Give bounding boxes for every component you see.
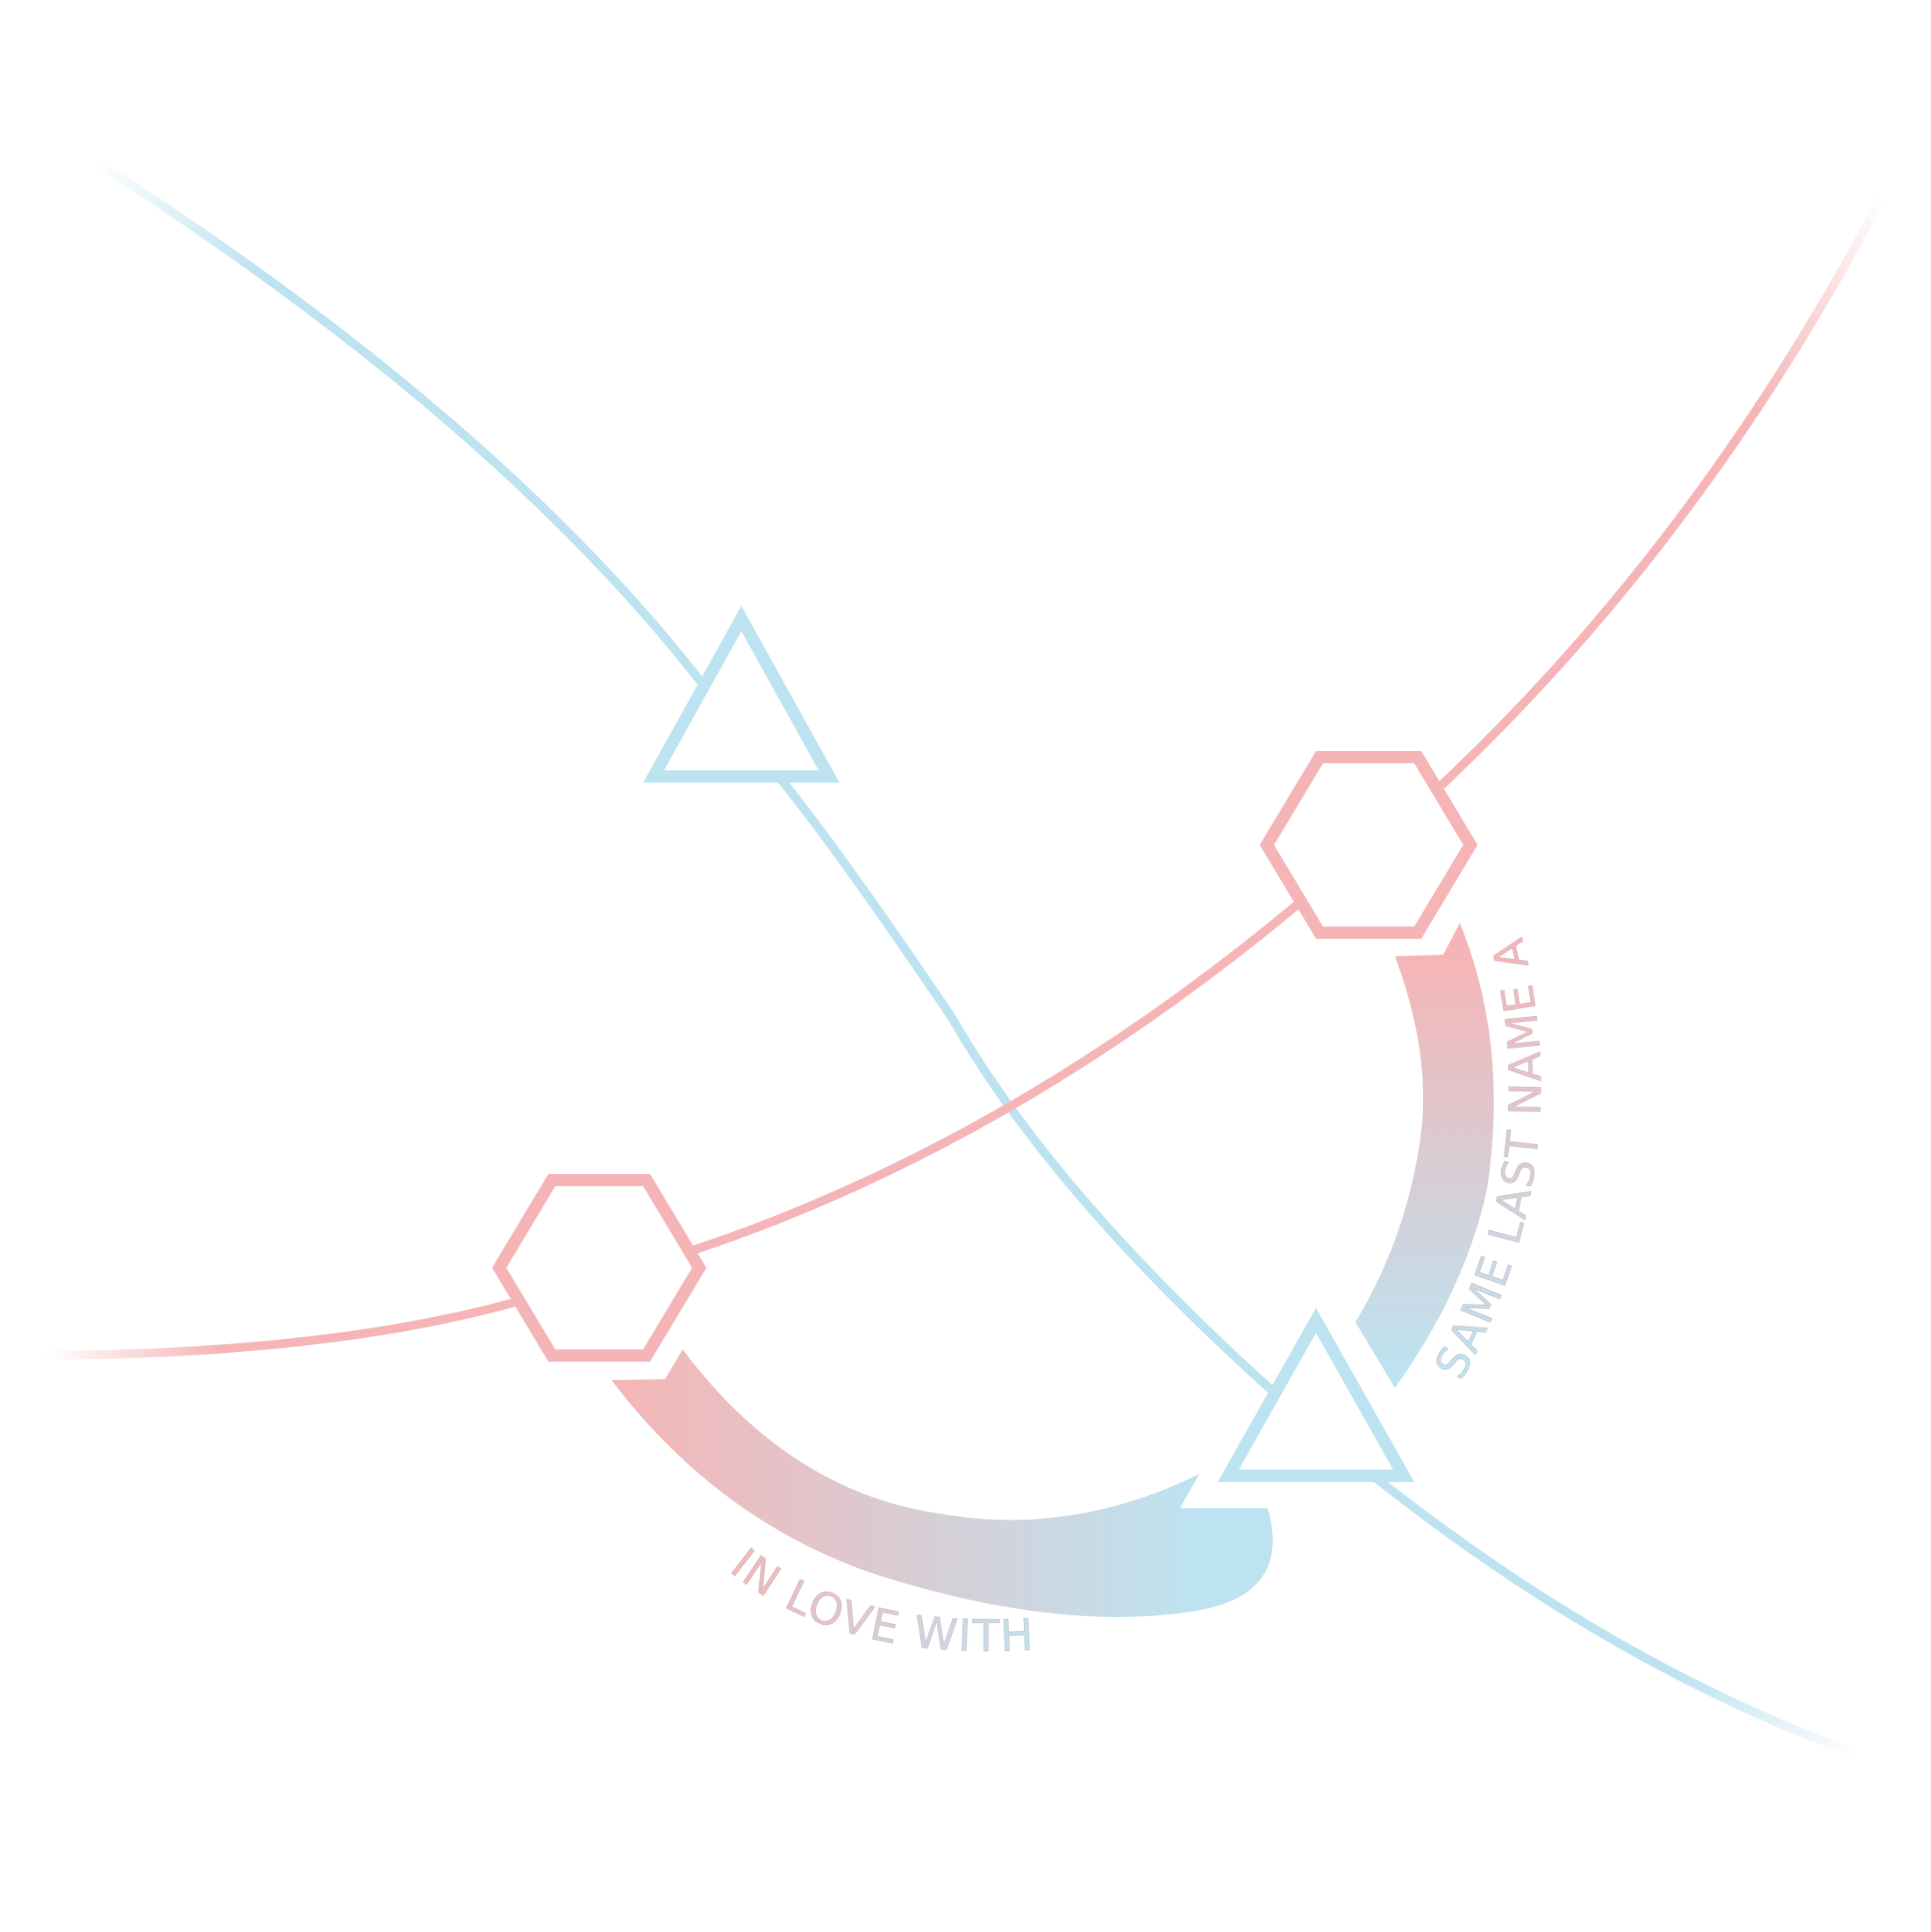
hexagon-node-right[interactable] xyxy=(1259,751,1478,939)
same-last-name-as-arrow xyxy=(1355,923,1494,1388)
in-love-with-arrow xyxy=(611,1349,1273,1618)
triangle-node-top[interactable] xyxy=(643,605,840,783)
triangle-node-bottom[interactable] xyxy=(1218,1307,1414,1482)
same-last-name-as-label: SAME LAST NAME AS xyxy=(0,0,1550,1387)
pink-connection-line xyxy=(43,195,1886,1360)
same-last-name-as-label-path: SAME LAST NAME AS xyxy=(0,0,1550,1387)
hexagon-node-left[interactable] xyxy=(491,1174,707,1362)
blue-connection-line xyxy=(94,158,1862,1759)
